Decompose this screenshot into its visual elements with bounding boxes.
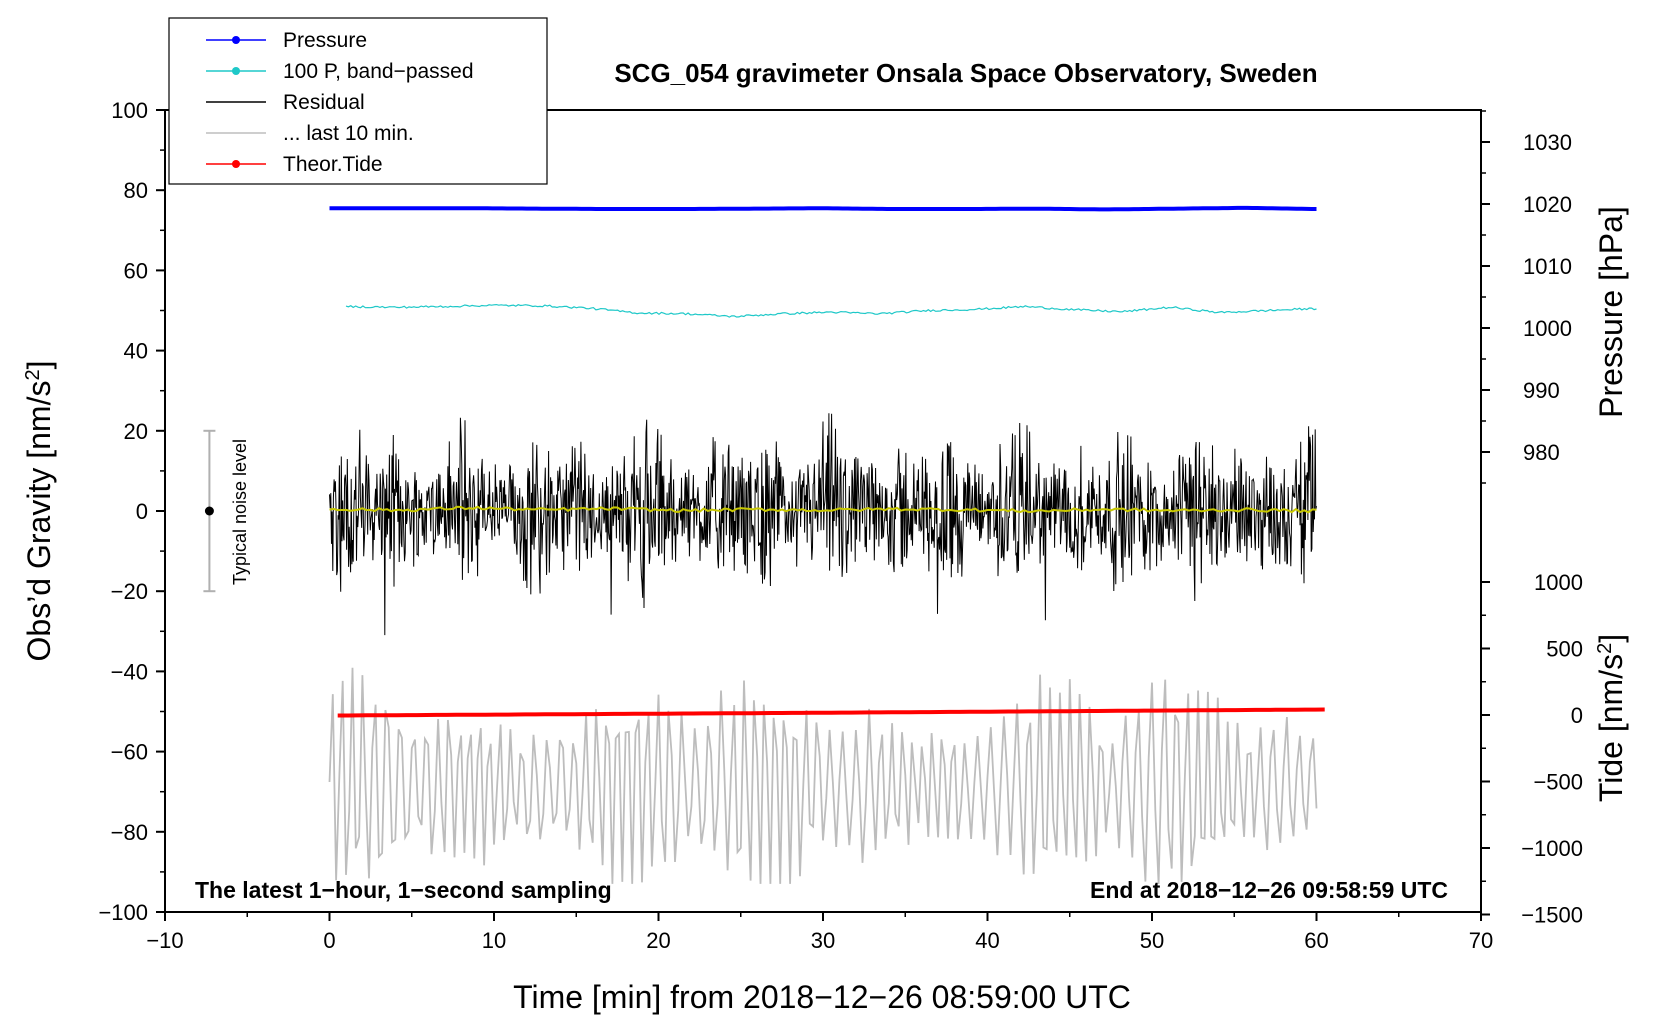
legend-label: Residual xyxy=(283,91,365,114)
series-residual-mean xyxy=(329,505,1317,514)
series-layer xyxy=(328,205,1325,884)
y-tick-label: 40 xyxy=(124,339,148,364)
x-axis-label: Time [min] from 2018−12−26 08:59:00 UTC xyxy=(513,979,1131,1015)
y-tick-label: −100 xyxy=(98,900,148,925)
pressure-tick-label: 990 xyxy=(1523,378,1560,403)
x-tick-label: 40 xyxy=(975,928,999,953)
noise-dot xyxy=(204,506,214,516)
x-tick-label: 0 xyxy=(323,928,335,953)
tide-tick-label: −1500 xyxy=(1521,903,1583,928)
legend: Pressure 100 P, band−passed Residual ... la… xyxy=(168,17,548,185)
legend-box xyxy=(168,17,548,185)
y-tick-label: −80 xyxy=(111,820,148,845)
y-tick-label: 80 xyxy=(124,178,148,203)
tide-tick-label: 1000 xyxy=(1534,570,1583,595)
tide-tick-label: 0 xyxy=(1571,703,1583,728)
y-axis-label-left-sup: 2 xyxy=(22,369,44,380)
legend-label: Pressure xyxy=(283,29,367,52)
y-tick-label: 60 xyxy=(124,258,148,283)
noise-label: Typical noise level xyxy=(230,439,250,585)
y-axis-label-tide-main: Tide [nm/s xyxy=(1593,654,1629,802)
tide-tick-label: −500 xyxy=(1533,770,1583,795)
x-tick-label: 10 xyxy=(482,928,506,953)
x-tick-label: 70 xyxy=(1469,928,1493,953)
noise-level-indicator: Typical noise level xyxy=(203,429,250,593)
x-tick-label: −10 xyxy=(146,928,183,953)
y-axis-label-tide: Tide [nm/s2] xyxy=(1593,634,1629,802)
pressure-tick-label: 1000 xyxy=(1523,316,1572,341)
series-last-10-min xyxy=(328,667,1318,884)
legend-marker xyxy=(232,67,240,75)
note-right: End at 2018−12−26 09:58:59 UTC xyxy=(1090,877,1448,903)
y-tick-label: −60 xyxy=(111,740,148,765)
chart-title: SCG_054 gravimeter Onsala Space Observat… xyxy=(614,58,1317,88)
ticks-layer: −10 0 10 20 30 40 50 60 70−100−80−60−40−20020406… xyxy=(98,98,1583,953)
pressure-tick-label: 1030 xyxy=(1523,130,1572,155)
y-tick-label: 100 xyxy=(111,98,148,123)
legend-items: Pressure 100 P, band−passed Residual ... la… xyxy=(206,29,474,176)
pressure-tick-label: 980 xyxy=(1523,440,1560,465)
legend-label: ... last 10 min. xyxy=(283,122,414,145)
y-axis-label-tide-end: ] xyxy=(1593,634,1629,643)
x-tick-label: 30 xyxy=(811,928,835,953)
y-axis-label-left-main: Obs’d Gravity [nm/s xyxy=(21,381,57,662)
x-tick-label: 60 xyxy=(1304,928,1328,953)
x-tick-label: 50 xyxy=(1140,928,1164,953)
series-pressure xyxy=(329,205,1317,212)
y-axis-label-tide-sup: 2 xyxy=(1594,643,1616,654)
tide-tick-label: −1000 xyxy=(1521,836,1583,861)
legend-marker xyxy=(232,160,240,168)
x-tick-label: 20 xyxy=(646,928,670,953)
y-axis-label-pressure: Pressure [hPa] xyxy=(1593,206,1629,418)
series-theor-tide xyxy=(337,707,1325,718)
legend-label: 100 P, band−passed xyxy=(283,60,474,83)
y-tick-label: −40 xyxy=(111,659,148,684)
series-pressure-bandpassed xyxy=(345,303,1317,318)
tide-tick-label: 500 xyxy=(1546,637,1583,662)
note-left: The latest 1−hour, 1−second sampling xyxy=(195,877,612,903)
series-residual xyxy=(329,413,1317,636)
y-tick-label: 20 xyxy=(124,419,148,444)
pressure-tick-label: 1010 xyxy=(1523,254,1572,279)
y-axis-label-left-end: ] xyxy=(21,361,57,370)
pressure-tick-label: 1020 xyxy=(1523,192,1572,217)
y-tick-label: −20 xyxy=(111,579,148,604)
legend-label: Theor.Tide xyxy=(283,153,383,176)
legend-marker xyxy=(232,36,240,44)
y-tick-label: 0 xyxy=(136,499,148,524)
y-axis-label-left: Obs’d Gravity [nm/s2] xyxy=(21,361,57,662)
